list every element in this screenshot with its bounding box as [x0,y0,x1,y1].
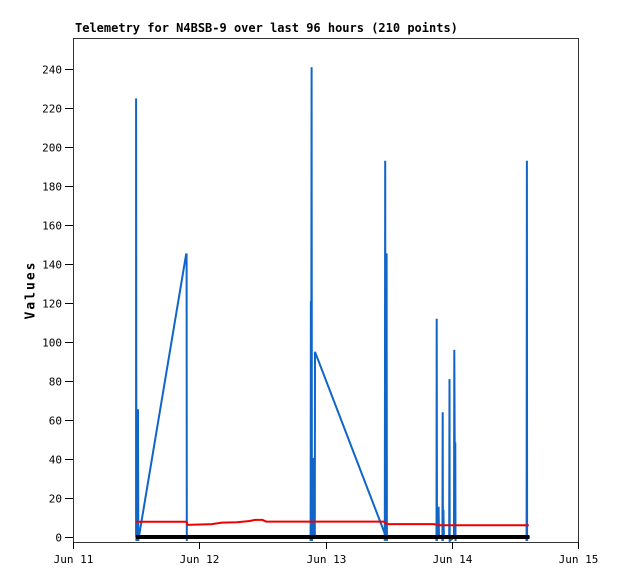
y-tick-label: 200 [42,142,62,155]
series-channel-red [136,518,529,527]
y-tick-label: 60 [49,415,62,428]
y-tick-label: 100 [42,337,62,350]
y-axis-label: Values [23,260,39,320]
x-tick-label: Jun 12 [180,553,220,566]
x-tick-label: Jun 13 [307,553,347,566]
y-tick-label: 160 [42,220,62,233]
chart-title: Telemetry for N4BSB-9 over last 96 hours… [75,21,458,35]
y-tick-label: 40 [49,454,62,467]
y-tick-label: 140 [42,259,62,272]
y-tick-label: 120 [42,298,62,311]
x-tick-label: Jun 11 [54,553,94,566]
x-tick-label: Jun 15 [559,553,599,566]
y-tick-label: 0 [55,532,62,545]
y-tick-label: 220 [42,103,62,116]
y-tick-label: 80 [49,376,62,389]
y-tick-label: 20 [49,493,62,506]
plot-frame [73,38,579,543]
series-channel-blue [135,67,530,544]
x-tick-label: Jun 14 [433,553,473,566]
y-tick-label: 240 [42,64,62,77]
y-tick-label: 180 [42,181,62,194]
